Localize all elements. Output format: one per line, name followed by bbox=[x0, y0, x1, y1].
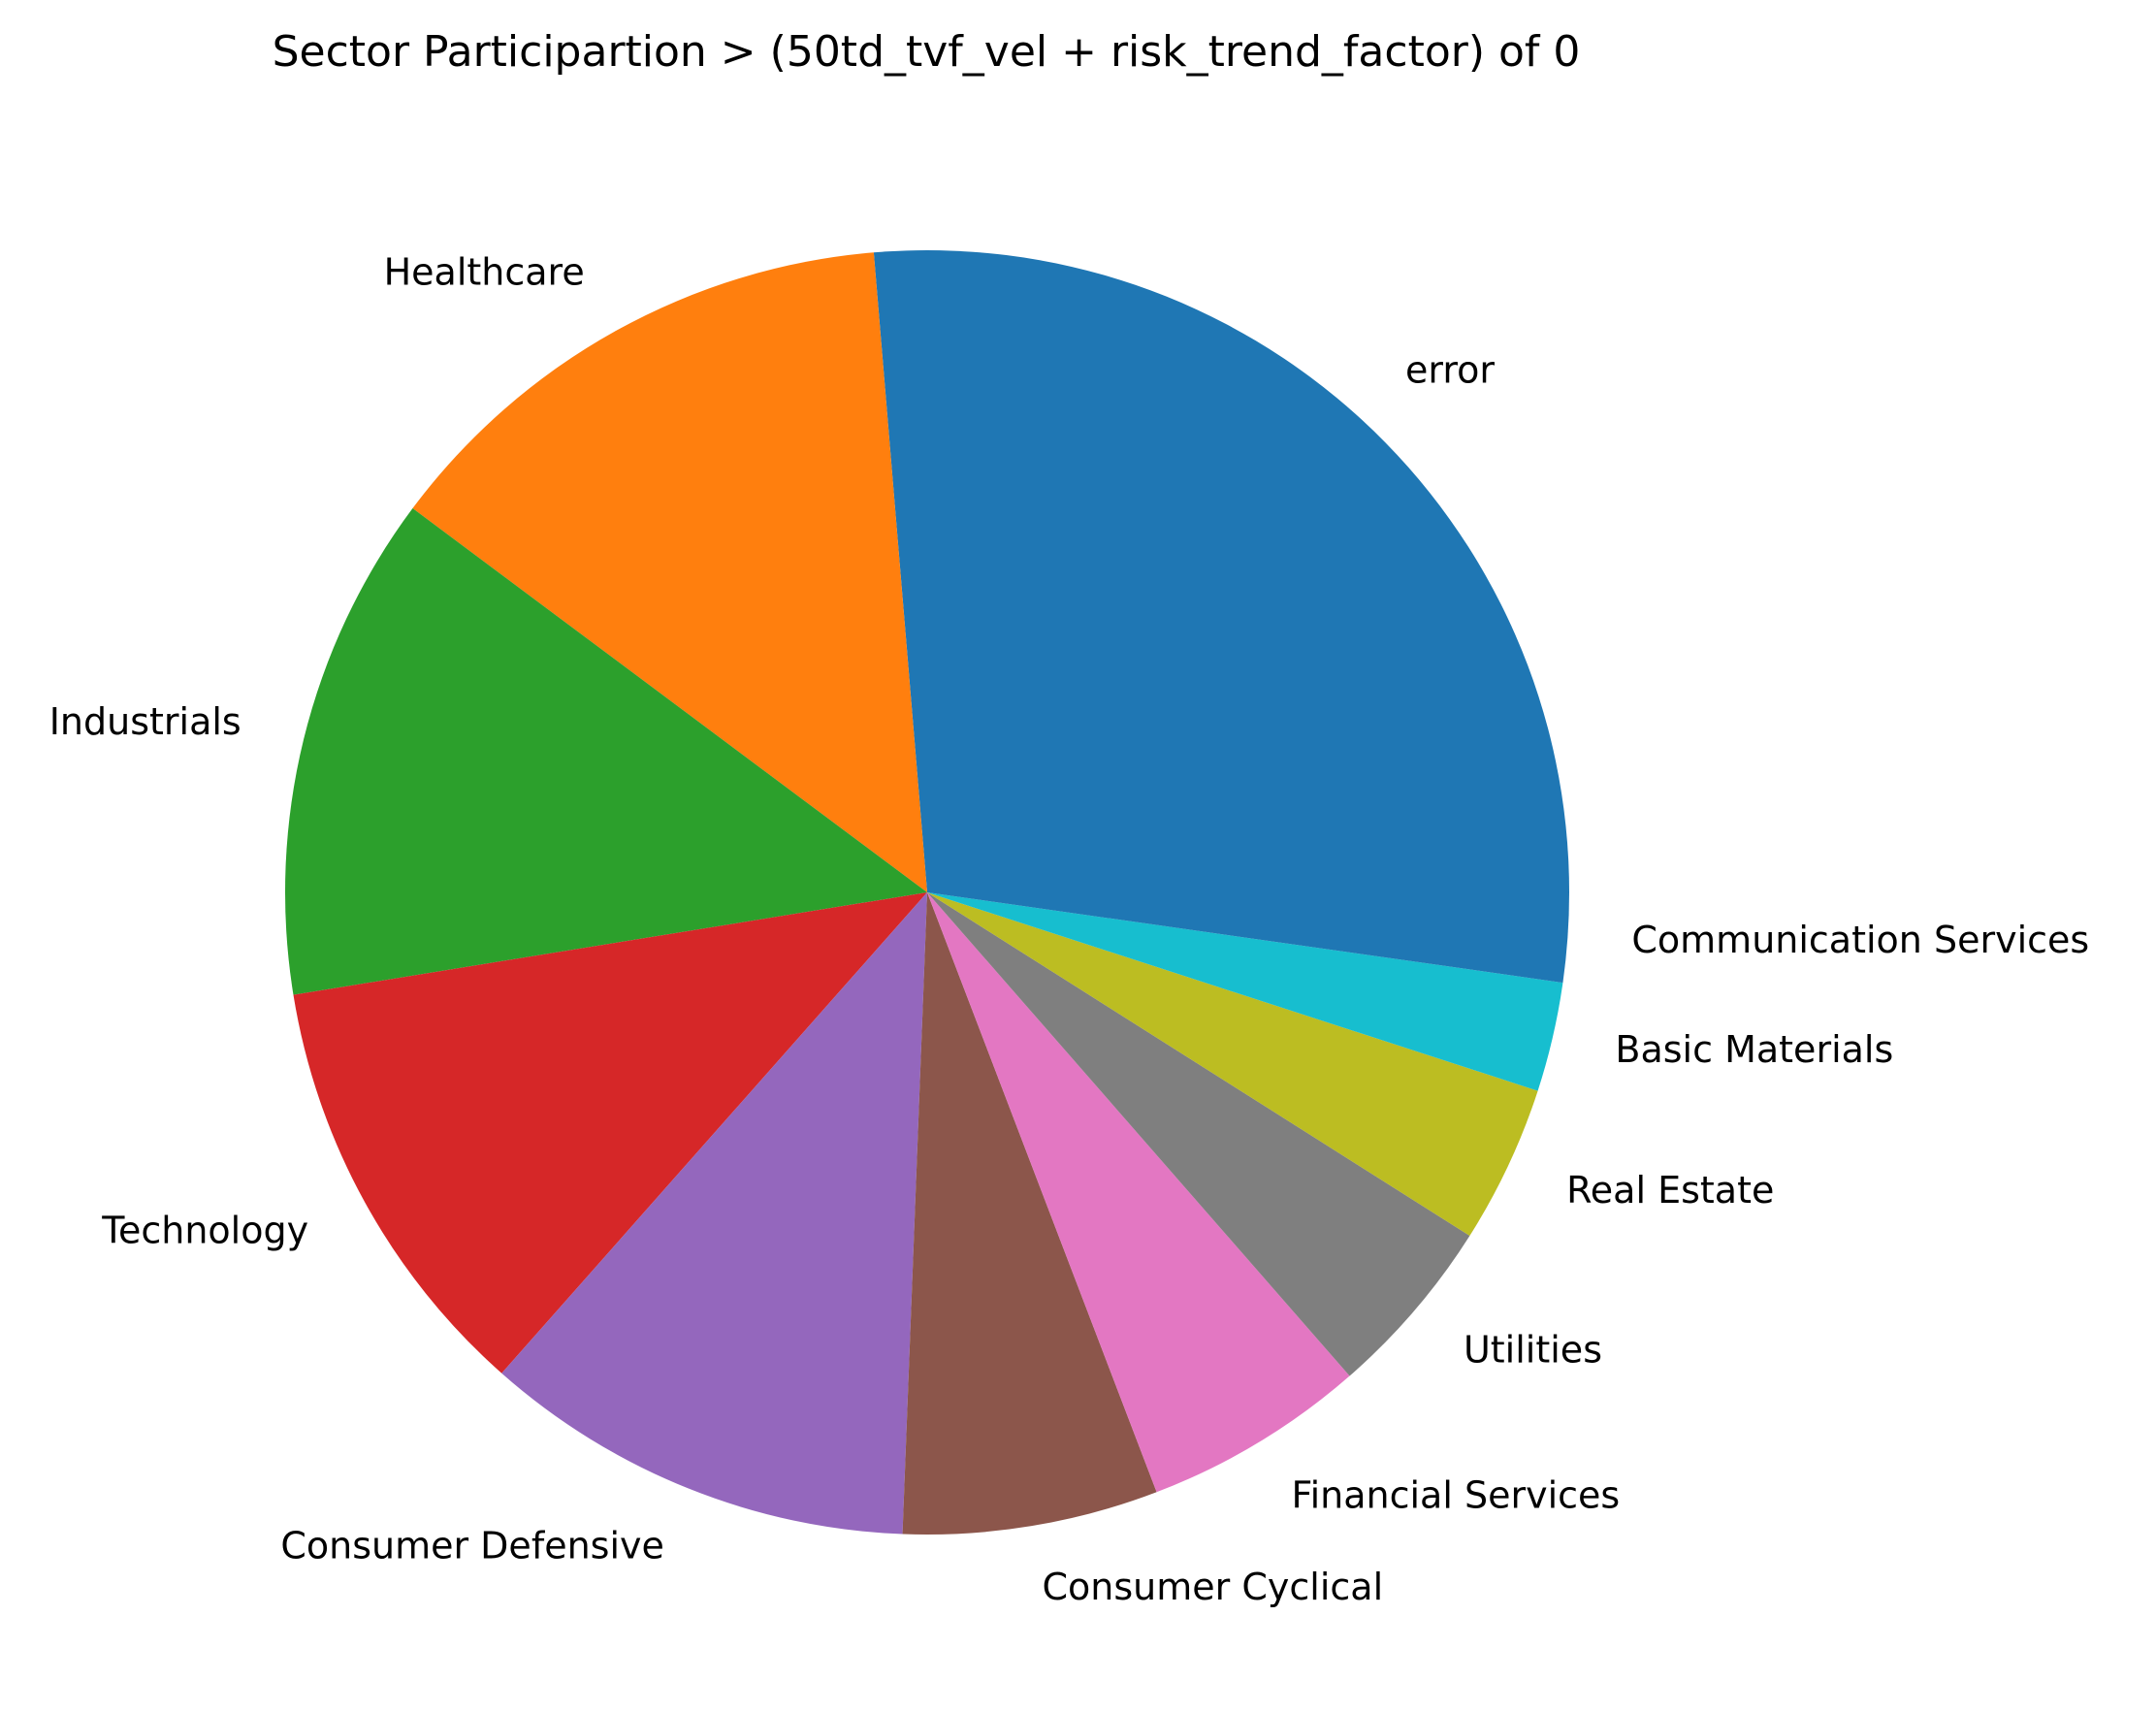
pie-label-consumer-cyclical: Consumer Cyclical bbox=[1043, 1566, 1384, 1608]
pie-label-error: error bbox=[1405, 349, 1495, 392]
pie-label-utilities: Utilities bbox=[1464, 1328, 1602, 1371]
pie-label-healthcare: Healthcare bbox=[384, 251, 585, 294]
pie-slices bbox=[285, 249, 1569, 1535]
pie-label-communication-services: Communication Services bbox=[1631, 919, 2089, 961]
chart-title: Sector Participartion > (50td_tvf_vel + … bbox=[273, 27, 1581, 77]
pie-label-basic-materials: Basic Materials bbox=[1615, 1028, 1893, 1071]
pie-label-technology: Technology bbox=[101, 1210, 308, 1252]
pie-label-consumer-defensive: Consumer Defensive bbox=[280, 1524, 664, 1567]
pie-slice-error bbox=[873, 249, 1569, 892]
pie-slice-basic-materials bbox=[927, 892, 1563, 1091]
pie-slice-industrials bbox=[285, 508, 927, 995]
pie-slice-consumer-cyclical bbox=[902, 892, 1157, 1535]
pie-slice-consumer-defensive bbox=[501, 892, 927, 1535]
pie-slice-healthcare bbox=[412, 252, 927, 892]
pie-slice-real-estate bbox=[927, 892, 1538, 1237]
pie-slice-technology bbox=[293, 892, 927, 1374]
pie-slice-utilities bbox=[927, 892, 1470, 1376]
pie-slice-financial-services bbox=[927, 892, 1350, 1493]
pie-label-industrials: Industrials bbox=[49, 700, 241, 743]
pie-label-financial-services: Financial Services bbox=[1291, 1473, 1620, 1516]
pie-slice-communication-services bbox=[927, 892, 1569, 984]
pie-label-real-estate: Real Estate bbox=[1566, 1169, 1774, 1212]
pie-labels: error Healthcare Industrials Technology Cons… bbox=[49, 251, 2089, 1608]
